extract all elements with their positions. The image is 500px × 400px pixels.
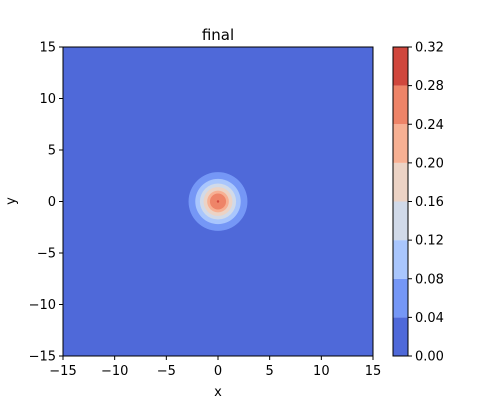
y-tick-label: −10 — [29, 298, 56, 313]
colorbar-segment — [393, 278, 408, 318]
y-tick-label: −15 — [29, 350, 56, 365]
colorbar-segment — [393, 317, 408, 356]
x-tick-label: 0 — [214, 364, 222, 379]
y-axis-label: y — [4, 197, 19, 205]
chart-title: final — [202, 26, 234, 44]
y-tick-label: 5 — [48, 144, 56, 159]
x-tick-label: −15 — [49, 364, 76, 379]
x-tick-label: 15 — [365, 364, 382, 379]
colorbar: 0.00 0.04 0.08 0.12 0.16 0.20 0.24 0.28 0.32 — [392, 41, 444, 365]
colorbar-tick-label: 0.08 — [415, 272, 444, 287]
x-tick-label: −5 — [157, 364, 176, 379]
x-tick-label: 5 — [266, 364, 274, 379]
y-tick-label: 0 — [48, 195, 56, 210]
colorbar-tick-label: 0.24 — [415, 118, 444, 133]
x-axis-label: x — [214, 385, 222, 400]
colorbar-segment — [393, 124, 408, 163]
contour-band-6 — [216, 200, 220, 203]
colorbar-tick-label: 0.20 — [415, 156, 444, 171]
x-axis: −15 −10 −5 0 5 10 15 — [49, 356, 381, 379]
colorbar-tick-label: 0.32 — [415, 41, 444, 56]
colorbar-segment — [393, 47, 408, 86]
colorbar-tick-label: 0.00 — [415, 350, 444, 365]
colorbar-segment — [393, 162, 408, 202]
colorbar-segment — [393, 85, 408, 125]
y-tick-label: −5 — [37, 247, 56, 262]
colorbar-tick-label: 0.04 — [415, 311, 444, 326]
colorbar-tick-label: 0.16 — [415, 195, 444, 210]
colorbar-segment — [393, 201, 408, 241]
x-tick-label: 10 — [313, 364, 330, 379]
x-tick-label: −10 — [101, 364, 128, 379]
colorbar-tick-label: 0.12 — [415, 234, 444, 249]
y-tick-label: 10 — [39, 92, 56, 107]
y-axis: −15 −10 −5 0 5 10 15 — [29, 41, 63, 365]
y-tick-label: 15 — [39, 41, 56, 56]
plot-area — [62, 46, 374, 357]
colorbar-tick-label: 0.28 — [415, 79, 444, 94]
colorbar-segment — [393, 240, 408, 279]
